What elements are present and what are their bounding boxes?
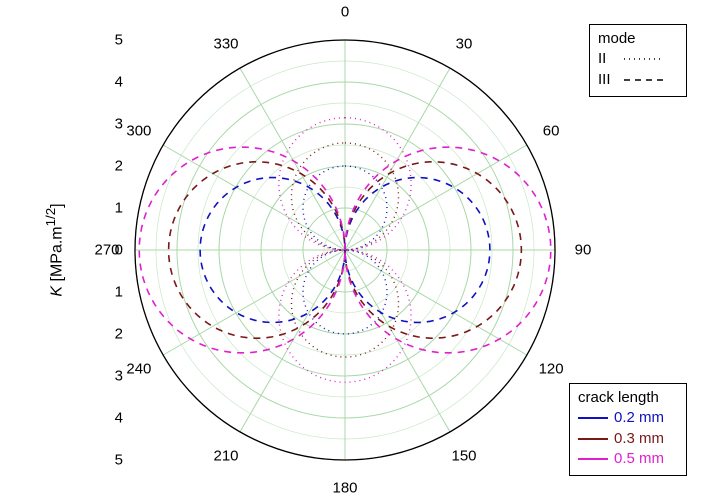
radial-tick--5: 5 [93, 452, 123, 469]
angle-label-30: 30 [456, 35, 473, 52]
legend-crack-row: 0.2 mm [578, 408, 678, 428]
radial-tick-3: 3 [93, 116, 123, 133]
legend-swatch [578, 417, 608, 419]
legend-crack-label: 0.3 mm [614, 429, 664, 449]
legend-crack-title: crack length [578, 388, 678, 408]
angle-label-90: 90 [575, 242, 592, 259]
radial-tick-5: 5 [93, 32, 123, 49]
legend-mode: mode IIIII [589, 24, 687, 97]
radial-tick-0: 0 [93, 242, 123, 259]
radial-tick-2: 2 [93, 158, 123, 175]
radial-tick--1: 1 [93, 284, 123, 301]
legend-mode-row-II: II [598, 49, 678, 69]
legend-swatch [578, 438, 608, 440]
radial-tick-1: 1 [93, 200, 123, 217]
legend-crack-row: 0.3 mm [578, 429, 678, 449]
legend-mode-title: mode [598, 29, 678, 49]
angle-label-240: 240 [126, 361, 151, 378]
legend-crack-label: 0.5 mm [614, 449, 664, 469]
angle-label-330: 330 [213, 35, 238, 52]
angle-label-120: 120 [539, 361, 564, 378]
radial-tick-4: 4 [93, 74, 123, 91]
legend-crack-label: 0.2 mm [614, 408, 664, 428]
angle-label-150: 150 [451, 448, 476, 465]
radial-tick--2: 2 [93, 326, 123, 343]
legend-mode-row-III: III [598, 70, 678, 90]
radial-tick--4: 4 [93, 410, 123, 427]
angle-label-60: 60 [543, 123, 560, 140]
legend-mode-label: II [598, 49, 618, 69]
polar-chart-container: { "canvas": { "w": 703, "h": 500 }, "pol… [0, 0, 703, 500]
radial-tick--3: 3 [93, 368, 123, 385]
legend-swatch [578, 458, 608, 460]
y-axis-label: K [MPa.m1/2] [43, 203, 66, 296]
legend-crack-length: crack length 0.2 mm0.3 mm0.5 mm [569, 383, 687, 476]
angle-label-0: 0 [341, 4, 349, 21]
legend-mode-label: III [598, 70, 618, 90]
angle-label-300: 300 [126, 123, 151, 140]
legend-crack-row: 0.5 mm [578, 449, 678, 469]
angle-label-210: 210 [213, 448, 238, 465]
angle-label-180: 180 [332, 480, 357, 497]
